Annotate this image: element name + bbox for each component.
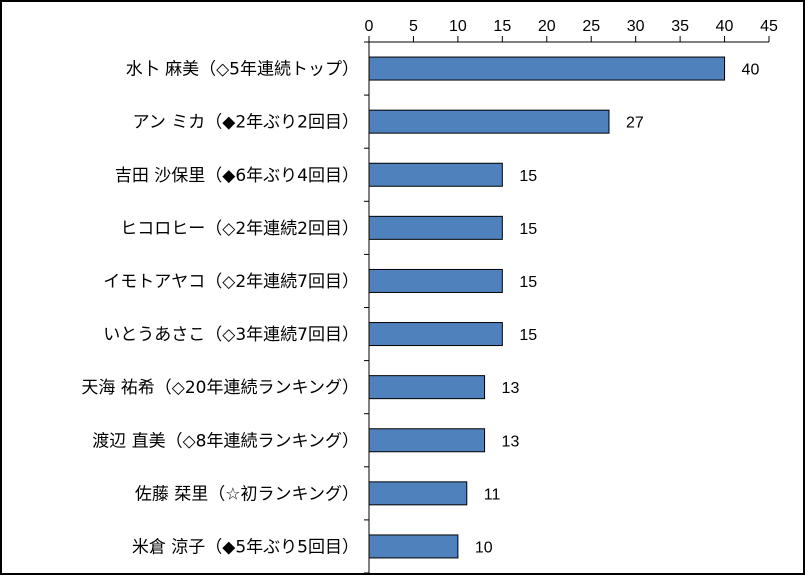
- x-tick-label: 10: [449, 18, 467, 35]
- category-label: 天海 祐希（◇20年連続ランキング）: [81, 378, 359, 398]
- bar: [368, 109, 610, 134]
- bar: [368, 215, 503, 240]
- data-label: 13: [502, 380, 520, 397]
- category-label: ヒコロヒー（◇2年連続2回目）: [120, 219, 359, 239]
- data-label: 15: [519, 221, 537, 238]
- data-label: 27: [626, 115, 644, 132]
- x-tick-label: 5: [409, 18, 418, 35]
- x-tick-label: 20: [538, 18, 556, 35]
- bar: [368, 481, 468, 506]
- category-label: 吉田 沙保里（◆6年ぶり4回目）: [115, 166, 359, 186]
- x-tick-label: 25: [582, 18, 600, 35]
- x-tick-label: 40: [716, 18, 734, 35]
- bar: [368, 162, 503, 187]
- data-label: 15: [519, 168, 537, 185]
- x-tick-label: 45: [760, 18, 778, 35]
- data-label: 15: [519, 274, 537, 291]
- data-label: 11: [484, 486, 501, 503]
- x-tick-label: 30: [627, 18, 645, 35]
- category-label: 渡辺 直美（◇8年連続ランキング）: [92, 431, 359, 451]
- bar: [368, 428, 486, 453]
- data-label: 10: [475, 539, 493, 556]
- bar: [368, 375, 486, 400]
- category-label: 水卜 麻美（◇5年連続トップ）: [126, 60, 359, 80]
- bar: [368, 268, 503, 293]
- category-label: 米倉 涼子（◆5年ぶり5回目）: [132, 537, 359, 557]
- category-label: イモトアヤコ（◇2年連続7回目）: [103, 272, 359, 292]
- data-label: 15: [519, 327, 537, 344]
- x-tick-label: 15: [493, 18, 511, 35]
- bar: [368, 322, 503, 347]
- bar: [368, 534, 459, 559]
- x-tick-label: 35: [671, 18, 689, 35]
- category-label: 佐藤 栞里（☆初ランキング）: [135, 484, 359, 504]
- bar: [368, 56, 726, 81]
- data-label: 40: [742, 62, 760, 79]
- category-label: いとうあさこ（◇3年連続7回目）: [103, 325, 359, 345]
- x-tick-label: 0: [365, 18, 374, 35]
- data-label: 13: [502, 433, 520, 450]
- category-label: アン ミカ（◆2年ぶり2回目）: [133, 113, 359, 133]
